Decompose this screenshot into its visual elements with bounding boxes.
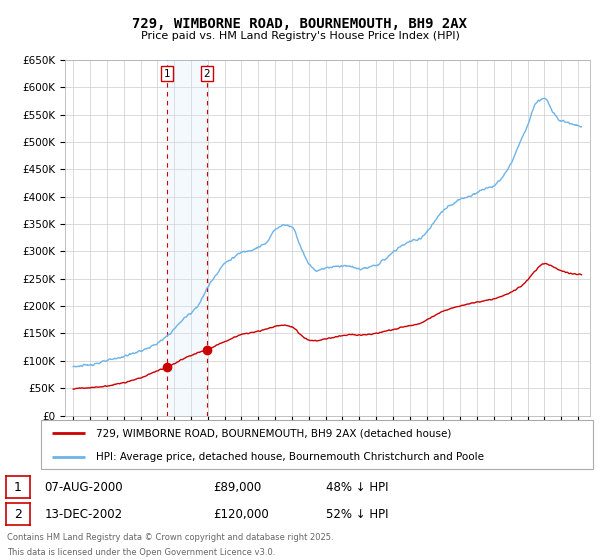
Text: 13-DEC-2002: 13-DEC-2002 [44, 507, 122, 521]
Text: 1: 1 [164, 69, 170, 79]
Text: This data is licensed under the Open Government Licence v3.0.: This data is licensed under the Open Gov… [7, 548, 275, 557]
Text: 07-AUG-2000: 07-AUG-2000 [44, 480, 123, 494]
Text: 48% ↓ HPI: 48% ↓ HPI [326, 480, 389, 494]
Text: £120,000: £120,000 [214, 507, 269, 521]
Text: 729, WIMBORNE ROAD, BOURNEMOUTH, BH9 2AX (detached house): 729, WIMBORNE ROAD, BOURNEMOUTH, BH9 2AX… [96, 428, 451, 438]
Bar [167, 60, 207, 416]
Text: £89,000: £89,000 [214, 480, 262, 494]
Text: 2: 2 [203, 69, 211, 79]
Text: 52% ↓ HPI: 52% ↓ HPI [326, 507, 389, 521]
Text: 1: 1 [14, 480, 22, 494]
Text: 2: 2 [14, 507, 22, 521]
Text: HPI: Average price, detached house, Bournemouth Christchurch and Poole: HPI: Average price, detached house, Bour… [96, 452, 484, 462]
Text: Price paid vs. HM Land Registry's House Price Index (HPI): Price paid vs. HM Land Registry's House … [140, 31, 460, 41]
FancyBboxPatch shape [41, 420, 593, 469]
Text: Contains HM Land Registry data © Crown copyright and database right 2025.: Contains HM Land Registry data © Crown c… [7, 533, 334, 542]
Text: 729, WIMBORNE ROAD, BOURNEMOUTH, BH9 2AX: 729, WIMBORNE ROAD, BOURNEMOUTH, BH9 2AX [133, 17, 467, 31]
